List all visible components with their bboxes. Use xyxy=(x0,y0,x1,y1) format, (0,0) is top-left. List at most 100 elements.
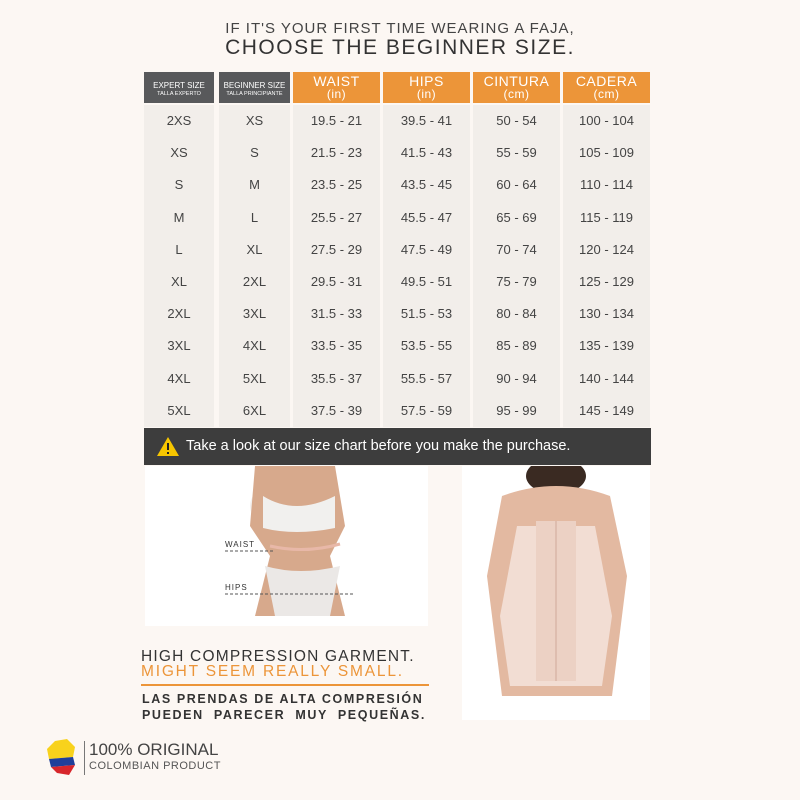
table-cell: 2XL xyxy=(167,306,191,322)
table-cell: 145 - 149 xyxy=(579,402,634,418)
woman-wearing-faja-figure xyxy=(487,466,627,696)
origin-line2: COLOMBIAN PRODUCT xyxy=(89,760,221,772)
measuring-photo: WAIST HIPS xyxy=(145,466,428,626)
table-column: 2XS XS S M L XL 2XL 3XL 4XL 5XL xyxy=(144,105,214,427)
table-column: 39.5 - 41 41.5 - 43 43.5 - 45 45.5 - 47 47.5… xyxy=(383,105,470,427)
notice-es2: PUEDEN PARECER MUY PEQUEÑAS. xyxy=(142,708,426,722)
table-cell: 21.5 - 23 xyxy=(310,145,363,161)
divider xyxy=(141,684,429,686)
heading-line1: IF IT'S YOUR FIRST TIME WEARING A FAJA, xyxy=(225,20,575,37)
table-cell: 55.5 - 57 xyxy=(400,370,453,386)
table-cell: 125 - 129 xyxy=(579,274,634,289)
column-header: CADERA (cm) xyxy=(563,72,650,103)
table-cell: 130 - 134 xyxy=(579,306,634,322)
table-cell: 31.5 - 33 xyxy=(310,306,363,322)
header-sub: (in) xyxy=(326,87,347,101)
table-cell: 3XL xyxy=(167,338,191,354)
header-sub: (cm) xyxy=(593,87,620,101)
header-main: EXPERT SIZE xyxy=(153,81,205,90)
table-cell: 70 - 74 xyxy=(496,241,537,257)
table-cell: 90 - 94 xyxy=(496,370,537,386)
table-cell: 115 - 119 xyxy=(579,209,633,225)
notice-es1: LAS PRENDAS DE ALTA COMPRESIÓN xyxy=(142,692,424,706)
heading-line2: CHOOSE THE BEGINNER SIZE. xyxy=(225,36,575,59)
table-column: 100 - 104 105 - 109 110 - 114 115 - 119 120 … xyxy=(563,105,650,427)
table-cell: 65 - 69 xyxy=(496,209,537,225)
table-cell: 2XS xyxy=(166,113,192,128)
warning-triangle-icon xyxy=(157,437,179,456)
table-cell: 100 - 104 xyxy=(579,113,634,128)
column-header: EXPERT SIZE TALLA EXPERTO xyxy=(144,72,214,103)
table-cell: XS xyxy=(170,145,188,161)
table-cell: 75 - 79 xyxy=(496,274,537,289)
header-sub: (in) xyxy=(416,87,437,101)
notice-line2: MIGHT SEEM REALLY SMALL. xyxy=(141,663,404,680)
header-sub: TALLA PRINCIPIANTE xyxy=(226,91,283,97)
table-cell: XL xyxy=(246,241,263,257)
table-cell: 6XL xyxy=(242,402,267,418)
warning-bar: Take a look at our size chart before you… xyxy=(144,428,651,465)
header-main: CADERA xyxy=(575,73,638,89)
notice-line1: HIGH COMPRESSION GARMENT. xyxy=(141,648,415,665)
table-cell: 5XL xyxy=(167,402,191,418)
column-header: WAIST (in) xyxy=(293,72,380,103)
table-cell: 57.5 - 59 xyxy=(400,402,453,418)
table-cell: S xyxy=(174,177,184,193)
table-cell: 95 - 99 xyxy=(496,402,537,418)
table-cell: 3XL xyxy=(242,306,267,322)
colombia-flag-icon xyxy=(47,739,75,775)
table-cell: 110 - 114 xyxy=(579,177,633,193)
table-cell: 27.5 - 29 xyxy=(310,241,363,257)
hips-label: HIPS xyxy=(225,583,248,592)
column-header: BEGINNER SIZE TALLA PRINCIPIANTE xyxy=(219,72,290,103)
table-cell: XL xyxy=(171,274,187,289)
table-cell: 4XL xyxy=(242,338,267,354)
header-sub: TALLA EXPERTO xyxy=(157,91,201,97)
table-cell: 2XL xyxy=(242,274,267,289)
table-cell: 33.5 - 35 xyxy=(310,338,363,354)
table-cell: 85 - 89 xyxy=(496,338,537,354)
table-cell: 29.5 - 31 xyxy=(310,274,363,289)
table-cell: 45.5 - 47 xyxy=(400,209,453,225)
table-cell: 120 - 124 xyxy=(579,241,634,257)
table-cell: M xyxy=(249,177,260,193)
garment-photo xyxy=(462,466,650,720)
table-cell: 53.5 - 55 xyxy=(400,338,453,354)
table-cell: 37.5 - 39 xyxy=(310,402,363,418)
table-cell: 23.5 - 25 xyxy=(310,177,363,193)
table-cell: 140 - 144 xyxy=(579,370,634,386)
table-cell: 55 - 59 xyxy=(496,145,537,161)
waist-label: WAIST xyxy=(225,540,256,549)
table-cell: M xyxy=(173,209,185,225)
table-column: 19.5 - 21 21.5 - 23 23.5 - 25 25.5 - 27 27.5… xyxy=(293,105,380,427)
table-cell: 47.5 - 49 xyxy=(400,241,453,257)
header-main: BEGINNER SIZE xyxy=(223,81,286,90)
table-cell: 41.5 - 43 xyxy=(400,145,453,161)
table-column: 50 - 54 55 - 59 60 - 64 65 - 69 70 - 74 75 - … xyxy=(473,105,560,427)
table-cell: L xyxy=(175,241,183,257)
table-cell: 19.5 - 21 xyxy=(310,113,363,128)
table-cell: 80 - 84 xyxy=(496,306,537,322)
column-header: HIPS (in) xyxy=(383,72,470,103)
table-column: XS S M L XL 2XL 3XL 4XL 5XL 6XL xyxy=(219,105,290,427)
header-main: HIPS xyxy=(409,73,444,89)
header-sub: (cm) xyxy=(503,87,530,101)
table-cell: 39.5 - 41 xyxy=(400,113,453,128)
table-cell: 51.5 - 53 xyxy=(400,306,453,322)
warning-text: Take a look at our size chart before you… xyxy=(186,438,571,454)
table-cell: 4XL xyxy=(167,370,191,386)
table-cell: 25.5 - 27 xyxy=(310,209,363,225)
table-cell: 43.5 - 45 xyxy=(400,177,453,193)
table-cell: 60 - 64 xyxy=(496,177,537,193)
column-header: CINTURA (cm) xyxy=(473,72,560,103)
table-cell: 105 - 109 xyxy=(579,145,634,161)
table-cell: 135 - 139 xyxy=(579,338,634,354)
table-cell: 35.5 - 37 xyxy=(310,370,363,386)
woman-measuring-figure xyxy=(225,466,355,616)
header-main: WAIST xyxy=(313,73,360,89)
table-cell: 5XL xyxy=(242,370,267,386)
table-cell: L xyxy=(250,209,259,225)
table-cell: 49.5 - 51 xyxy=(400,274,453,289)
table-cell: 50 - 54 xyxy=(496,113,537,128)
table-cell: XS xyxy=(245,113,264,128)
